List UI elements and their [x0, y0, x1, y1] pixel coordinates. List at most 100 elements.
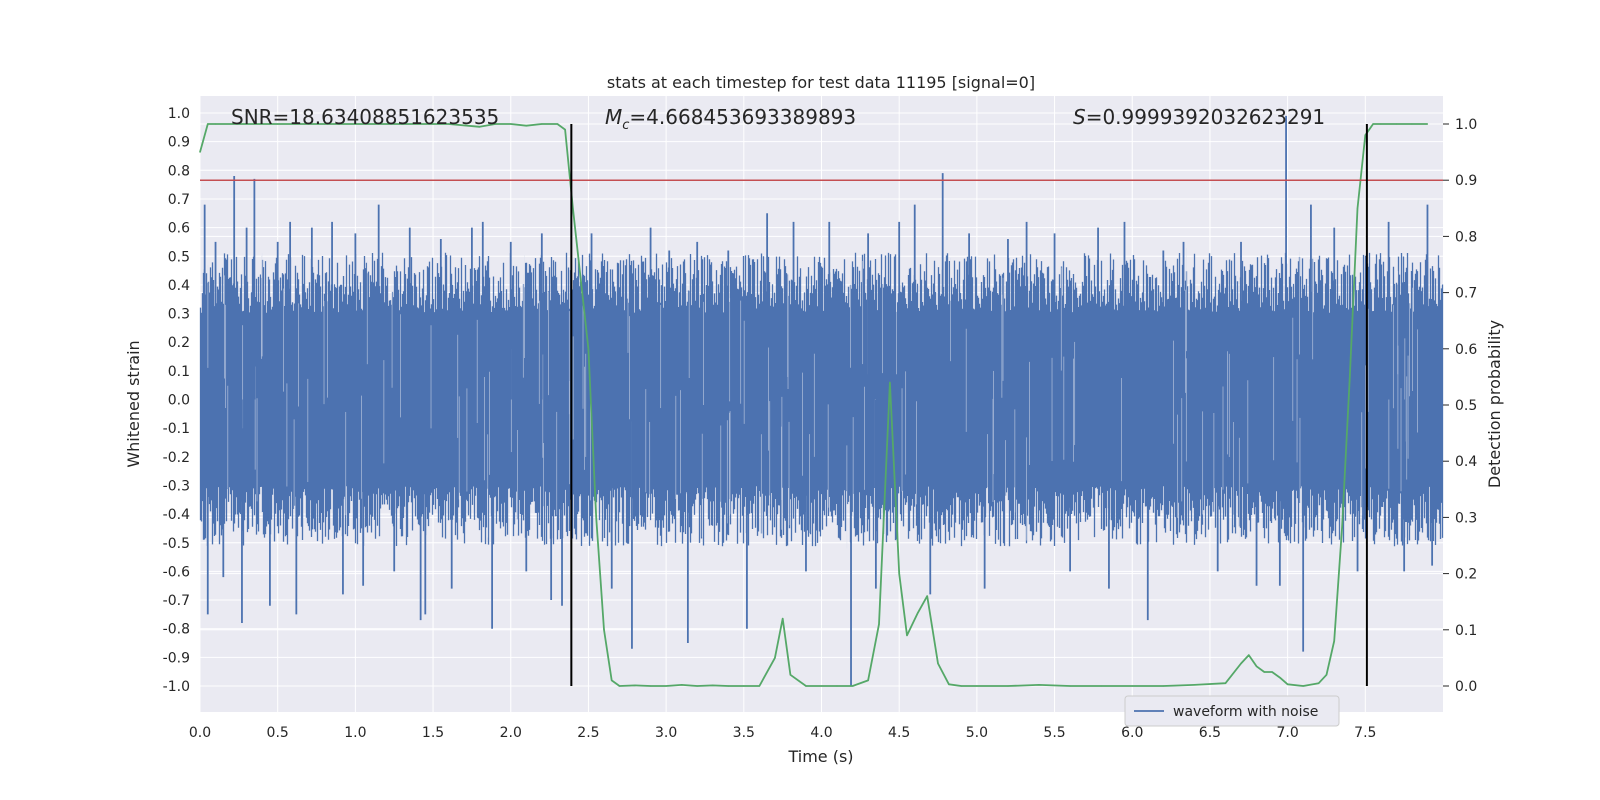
- y-right-tick-label: 0.1: [1455, 623, 1477, 639]
- probability-point: [836, 685, 838, 687]
- snr-annotation: SNR=18.63408851623535: [231, 105, 499, 129]
- x-tick-label: 3.5: [733, 725, 755, 741]
- y-tick-label: -0.6: [163, 564, 190, 580]
- x-tick-label: 1.0: [344, 725, 366, 741]
- probability-point: [354, 123, 356, 125]
- probability-point: [1248, 654, 1250, 656]
- probability-point: [758, 685, 761, 687]
- probability-point: [207, 123, 209, 125]
- probability-point: [494, 123, 496, 125]
- probability-point: [1007, 685, 1009, 687]
- y-right-tick-label: 0.9: [1455, 173, 1477, 189]
- y-right-tick-label: 0.3: [1455, 510, 1477, 526]
- probability-point: [1380, 123, 1382, 125]
- legend-label: waveform with noise: [1173, 704, 1318, 720]
- probability-point: [479, 126, 481, 128]
- chirp-mass-subscript: c: [622, 118, 629, 133]
- waveform-noise-band: [199, 248, 1444, 549]
- y-tick-label: -0.5: [163, 536, 190, 552]
- x-tick-label: 4.5: [888, 725, 910, 741]
- chart-title: stats at each timestep for test data 111…: [607, 73, 1035, 92]
- probability-point: [1318, 682, 1320, 684]
- x-tick-label: 3.0: [655, 725, 677, 741]
- probability-point: [448, 123, 450, 125]
- x-tick-label: 6.5: [1199, 725, 1221, 741]
- probability-point: [1364, 134, 1366, 136]
- probability-point: [1411, 123, 1413, 125]
- probability-point: [1395, 123, 1397, 125]
- probability-point: [774, 657, 776, 659]
- probability-point: [1263, 671, 1265, 673]
- probability-point: [650, 685, 652, 687]
- axes: 0.0 0.5 1.0 1.5 2.0 2.5 3.0 3.5 4.0 4.5 5.0 5.5 6.0 6…: [163, 106, 1478, 741]
- probability-point: [948, 683, 950, 685]
- probability-point: [1287, 683, 1289, 685]
- x-tick-label: 0.5: [267, 725, 289, 741]
- probability-point: [898, 573, 900, 575]
- probability-point: [976, 685, 978, 687]
- y-tick-label: -0.4: [163, 507, 190, 523]
- y-right-tick-label: 0.6: [1455, 342, 1477, 358]
- x-tick-label: 2.5: [577, 725, 599, 741]
- y-tick-label: 0.9: [168, 135, 190, 151]
- probability-point: [634, 684, 636, 687]
- probability-point: [1255, 665, 1258, 667]
- probability-point: [385, 123, 387, 125]
- y-tick-label: -0.8: [163, 622, 190, 638]
- y-right-tick-label: 0.0: [1455, 679, 1477, 695]
- probability-point: [906, 634, 908, 637]
- probability-point: [805, 685, 807, 687]
- y-tick-label: 0.0: [168, 393, 190, 409]
- probability-point: [960, 685, 962, 687]
- probability-point: [556, 123, 559, 125]
- probability-point: [603, 629, 605, 631]
- s-symbol: S: [1073, 105, 1086, 129]
- probability-point: [1302, 685, 1304, 687]
- probability-point: [1333, 640, 1335, 642]
- probability-point: [1279, 677, 1281, 679]
- probability-point: [277, 123, 279, 125]
- probability-point: [878, 623, 880, 625]
- probability-point: [727, 685, 729, 687]
- y-axis-right-label: Detection probability: [1485, 320, 1504, 488]
- chirp-mass-symbol: M: [605, 105, 622, 129]
- y-tick-label: -0.3: [163, 478, 190, 494]
- y-tick-label: 1.0: [168, 106, 190, 122]
- probability-point: [611, 679, 613, 682]
- y-tick-label: -0.2: [163, 450, 190, 466]
- probability-point: [246, 123, 248, 125]
- y-right-tick-label: 1.0: [1455, 117, 1477, 133]
- y-tick-label: 0.8: [168, 163, 190, 179]
- probability-point: [1240, 662, 1242, 665]
- probability-point: [1341, 528, 1343, 530]
- legend-box: [1124, 695, 1340, 727]
- probability-point: [1271, 671, 1273, 673]
- probability-point: [852, 685, 854, 687]
- probability-point: [937, 662, 939, 665]
- chirp-mass-annotation: Mc=4.668453693389893: [605, 105, 856, 133]
- probability-point: [587, 348, 590, 350]
- probability-point: [1356, 207, 1359, 209]
- x-tick-label: 5.0: [966, 725, 988, 741]
- y-right-tick-label: 0.4: [1455, 454, 1477, 470]
- probability-point: [917, 612, 919, 614]
- y-tick-label: -1.0: [163, 679, 190, 695]
- y-tick-label: 0.4: [168, 278, 190, 294]
- probability-point: [525, 125, 527, 127]
- probability-point: [665, 685, 667, 687]
- probability-point: [1100, 685, 1102, 687]
- probability-point: [789, 674, 792, 676]
- probability-point: [926, 595, 928, 597]
- x-tick-label: 7.0: [1276, 725, 1298, 741]
- probability-point: [572, 207, 574, 209]
- y-tick-label: -0.9: [163, 650, 190, 666]
- x-tick-label: 5.5: [1043, 725, 1065, 741]
- y-tick-label: 0.6: [168, 221, 190, 237]
- probability-point: [339, 123, 341, 125]
- probability-point: [618, 685, 621, 687]
- probability-point: [889, 381, 891, 384]
- y-tick-label: 0.7: [168, 192, 190, 208]
- x-tick-label: 7.5: [1354, 725, 1376, 741]
- probability-point: [308, 123, 310, 125]
- detection-probability-line: [199, 123, 1429, 687]
